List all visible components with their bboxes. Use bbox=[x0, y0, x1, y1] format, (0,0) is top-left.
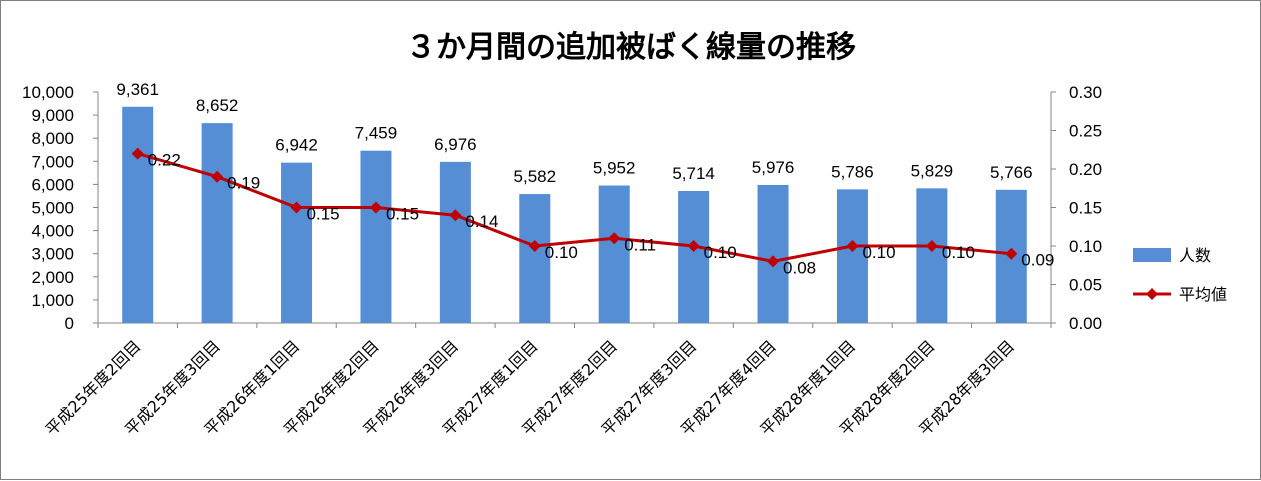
bar bbox=[757, 184, 789, 323]
bar-value-label: 5,786 bbox=[831, 162, 874, 181]
bar bbox=[519, 194, 551, 323]
line-value-label: 0.10 bbox=[545, 243, 578, 262]
bar-value-label: 6,942 bbox=[275, 136, 318, 155]
left-tick-label: 6,000 bbox=[31, 175, 74, 194]
line-value-label: 0.10 bbox=[862, 243, 895, 262]
bar-value-label: 8,652 bbox=[196, 96, 239, 115]
bar bbox=[598, 185, 630, 323]
line-value-label: 0.14 bbox=[465, 212, 498, 231]
line-marker bbox=[290, 201, 303, 214]
bar-value-label: 5,766 bbox=[990, 163, 1033, 182]
line-value-label: 0.10 bbox=[942, 243, 975, 262]
left-tick-label: 5,000 bbox=[31, 199, 74, 218]
bar bbox=[122, 106, 154, 324]
line-value-label: 0.09 bbox=[1021, 251, 1054, 270]
right-tick-label: 0.05 bbox=[1069, 276, 1102, 295]
legend-swatch-bar bbox=[1133, 248, 1171, 262]
bar bbox=[836, 189, 868, 323]
line-marker bbox=[131, 147, 144, 160]
line-marker bbox=[925, 240, 938, 252]
line-value-label: 0.10 bbox=[704, 243, 737, 262]
plot-area: 0 1,000 2,000 3,000 4,000 5,000 6,000 7,000 8,00… bbox=[22, 80, 1102, 440]
line-value-label: 0.19 bbox=[227, 174, 260, 193]
line-marker bbox=[1005, 247, 1018, 260]
left-tick-label: 7,000 bbox=[31, 152, 74, 171]
bar-value-label: 5,714 bbox=[672, 164, 715, 183]
bar bbox=[360, 150, 392, 323]
right-tick-label: 0.15 bbox=[1069, 199, 1102, 218]
right-tick-label: 0.00 bbox=[1069, 314, 1102, 333]
line-marker bbox=[846, 240, 859, 252]
right-tick-label: 0.25 bbox=[1069, 122, 1102, 141]
bar bbox=[916, 188, 948, 323]
bar-value-label: 5,582 bbox=[514, 167, 557, 186]
legend-label-bar: 人数 bbox=[1179, 246, 1211, 265]
line-value-label: 0.15 bbox=[307, 205, 340, 224]
right-tick-label: 0.30 bbox=[1069, 83, 1102, 102]
bar-value-label: 5,952 bbox=[593, 159, 636, 178]
left-tick-label: 0 bbox=[65, 314, 74, 333]
right-tick-label: 0.20 bbox=[1069, 160, 1102, 179]
line-marker bbox=[211, 170, 224, 183]
bar-value-label: 9,361 bbox=[116, 80, 159, 99]
line-marker bbox=[687, 240, 700, 252]
line-marker bbox=[767, 255, 780, 268]
left-tick-label: 4,000 bbox=[31, 222, 74, 241]
bar-value-label: 7,459 bbox=[355, 124, 398, 143]
left-tick-label: 9,000 bbox=[31, 106, 74, 125]
bar-value-label: 5,976 bbox=[752, 158, 795, 177]
line-value-label: 0.15 bbox=[386, 205, 419, 224]
line-value-label: 0.11 bbox=[624, 235, 656, 254]
right-tick-label: 0.10 bbox=[1069, 237, 1102, 256]
line-marker bbox=[449, 209, 462, 222]
average-line bbox=[137, 152, 1012, 263]
left-tick-label: 2,000 bbox=[31, 268, 74, 287]
left-tick-label: 3,000 bbox=[31, 245, 74, 264]
line-value-label: 0.08 bbox=[783, 258, 816, 277]
legend-label-line: 平均値 bbox=[1179, 285, 1227, 304]
chart-title: ３か月間の追加被ばく線量の推移 bbox=[406, 30, 856, 65]
line-marker bbox=[369, 201, 382, 214]
line-marker bbox=[528, 240, 541, 252]
bar bbox=[439, 161, 471, 323]
bar bbox=[201, 123, 233, 324]
left-tick-label: 10,000 bbox=[22, 83, 74, 102]
bar-value-label: 6,976 bbox=[434, 135, 477, 154]
left-tick-label: 8,000 bbox=[31, 129, 74, 148]
bar bbox=[678, 191, 710, 323]
bar-value-label: 5,829 bbox=[911, 161, 954, 180]
left-tick-label: 1,000 bbox=[31, 291, 74, 310]
line-marker bbox=[608, 232, 621, 245]
legend-swatch-marker bbox=[1146, 288, 1158, 300]
line-value-label: 0.22 bbox=[148, 151, 181, 170]
bar bbox=[281, 162, 313, 323]
